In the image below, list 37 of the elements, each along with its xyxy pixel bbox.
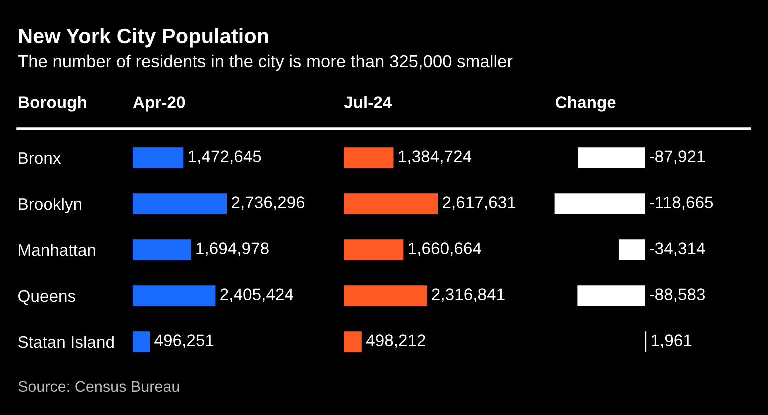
source-note: Source: Census Bureau	[18, 381, 180, 392]
y-tick-label: Statan Island	[18, 336, 114, 348]
bar	[133, 286, 216, 306]
data-label: 1,961	[652, 334, 692, 348]
chart-title: New York City Population	[19, 28, 268, 48]
data-label: 2,736,296	[232, 196, 305, 210]
bar	[133, 194, 228, 214]
y-tick-label: Brooklyn	[19, 198, 82, 214]
data-label: -88,583	[650, 288, 706, 302]
data-label: -118,665	[650, 196, 714, 210]
data-label: -87,921	[650, 150, 705, 164]
data-label: 1,472,645	[189, 150, 262, 164]
bar	[133, 240, 192, 260]
bar	[344, 240, 404, 260]
y-axis-title: Borough	[19, 96, 86, 112]
data-label: 2,617,631	[443, 196, 516, 210]
data-label: -34,314	[650, 242, 706, 256]
y-tick-label: Manhattan	[19, 244, 96, 256]
y-tick-label: Queens	[18, 290, 76, 306]
bar	[344, 148, 394, 168]
data-label: 1,694,978	[196, 242, 269, 256]
data-label: 498,212	[366, 334, 426, 348]
text: The number of residents in the city is more than 325,000 smaller	[18, 54, 513, 72]
data-label: 2,316,841	[432, 288, 505, 302]
data-label: 1,660,664	[409, 242, 482, 256]
y-tick-label: Bronx	[19, 152, 62, 164]
data-label: 2,405,424	[220, 288, 294, 302]
bar	[133, 148, 184, 168]
data-label: 1,384,724	[399, 150, 472, 164]
bar	[344, 286, 428, 306]
bar	[133, 332, 150, 352]
data-label: 496,251	[154, 334, 214, 348]
text: Apr-20	[133, 96, 186, 112]
text: Change	[556, 96, 616, 112]
bar	[344, 332, 362, 352]
text: Jul-24	[344, 96, 392, 108]
bar	[344, 194, 438, 214]
